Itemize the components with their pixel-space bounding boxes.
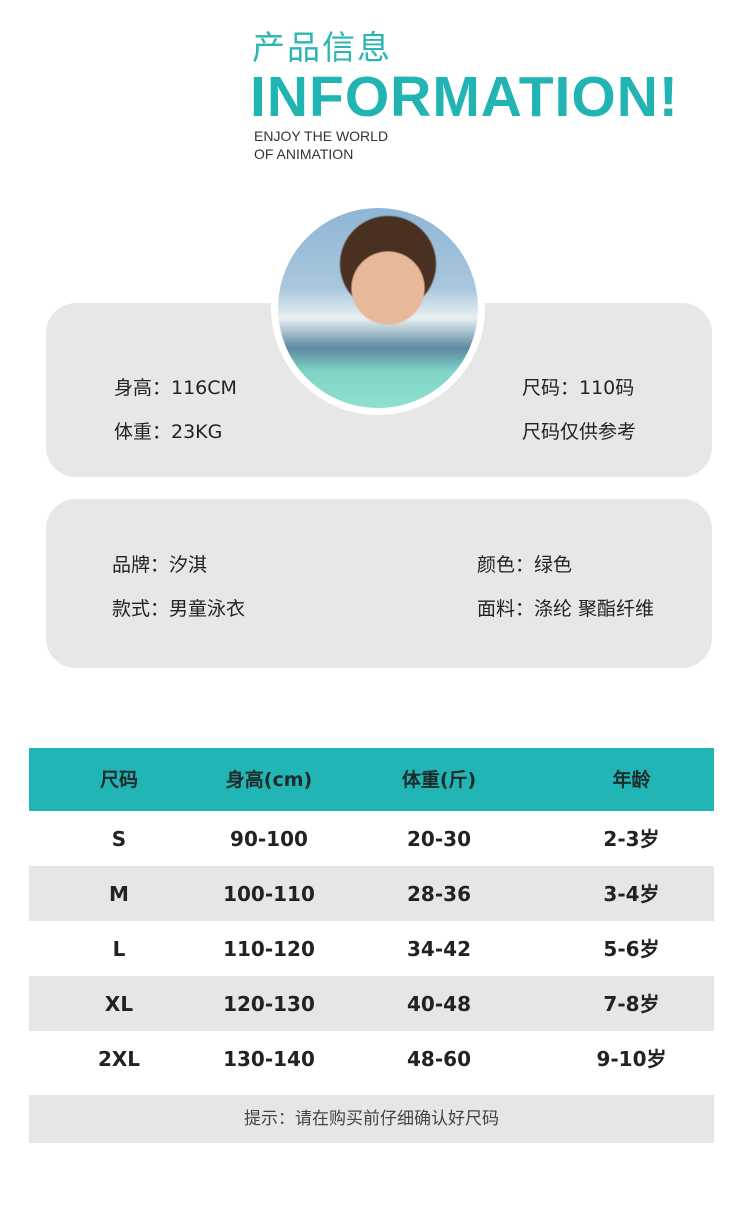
- table-row: M 100-110 28-36 3-4岁: [29, 866, 714, 921]
- table-row: 2XL 130-140 48-60 9-10岁: [29, 1031, 714, 1086]
- table-cell: XL: [29, 976, 209, 1031]
- cn-title: 产品信息: [252, 28, 392, 67]
- header-cell: 身高(cm): [209, 748, 329, 811]
- table-cell: 28-36: [329, 866, 549, 921]
- table-header: 尺码 身高(cm) 体重(斤) 年龄: [29, 748, 714, 811]
- table-cell: 2XL: [97, 1046, 141, 1071]
- model-weight: 体重：23KG: [114, 421, 223, 443]
- table-cell: 90-100: [230, 826, 308, 851]
- brand: 品牌：汐淇: [112, 554, 208, 576]
- table-cell: 120-130: [209, 976, 329, 1031]
- table-cell: 34-42: [407, 936, 471, 961]
- size-table: 尺码 身高(cm) 体重(斤) 年龄 S 90-100 20-30 2-3岁 M 100-…: [29, 748, 714, 1086]
- size-note: 尺码仅供参考: [522, 421, 637, 443]
- table-cell: S: [111, 826, 127, 851]
- table-cell: 100-110: [209, 866, 329, 921]
- header-cell: 年龄: [549, 748, 714, 811]
- table-row: S 90-100 20-30 2-3岁: [29, 811, 714, 866]
- table-row: L 110-120 34-42 5-6岁: [29, 921, 714, 976]
- size-tip: 提示：请在购买前仔细确认好尺码: [29, 1095, 714, 1143]
- product-info-card: 品牌：汐淇 款式：男童泳衣 颜色：绿色 面料：涤纶 聚酯纤维: [46, 499, 712, 668]
- model-size: 尺码：110码: [522, 377, 635, 399]
- en-title: INFORMATION!: [250, 65, 679, 129]
- subtitle-line2: OF ANIMATION: [254, 146, 354, 162]
- table-cell: 9-10岁: [596, 1046, 667, 1071]
- table-cell: 130-140: [223, 1046, 315, 1071]
- header-cell: 体重(斤): [329, 748, 549, 811]
- table-cell: 7-8岁: [549, 976, 714, 1031]
- subtitle-line1: ENJOY THE WORLD: [254, 128, 389, 144]
- header-cell: 尺码: [29, 748, 209, 811]
- table-cell: M: [29, 866, 209, 921]
- fabric: 面料：涤纶 聚酯纤维: [477, 598, 655, 620]
- model-height: 身高：116CM: [114, 377, 237, 399]
- color: 颜色：绿色: [477, 554, 573, 576]
- table-cell: 20-30: [407, 826, 471, 851]
- table-cell: 2-3岁: [603, 826, 660, 851]
- table-cell: 48-60: [407, 1046, 471, 1071]
- table-cell: L: [112, 936, 126, 961]
- table-row: XL 120-130 40-48 7-8岁: [29, 976, 714, 1031]
- table-cell: 3-4岁: [549, 866, 714, 921]
- table-cell: 110-120: [223, 936, 315, 961]
- table-cell: 40-48: [329, 976, 549, 1031]
- model-photo: [271, 201, 485, 415]
- table-cell: 5-6岁: [603, 936, 660, 961]
- style: 款式：男童泳衣: [112, 598, 246, 620]
